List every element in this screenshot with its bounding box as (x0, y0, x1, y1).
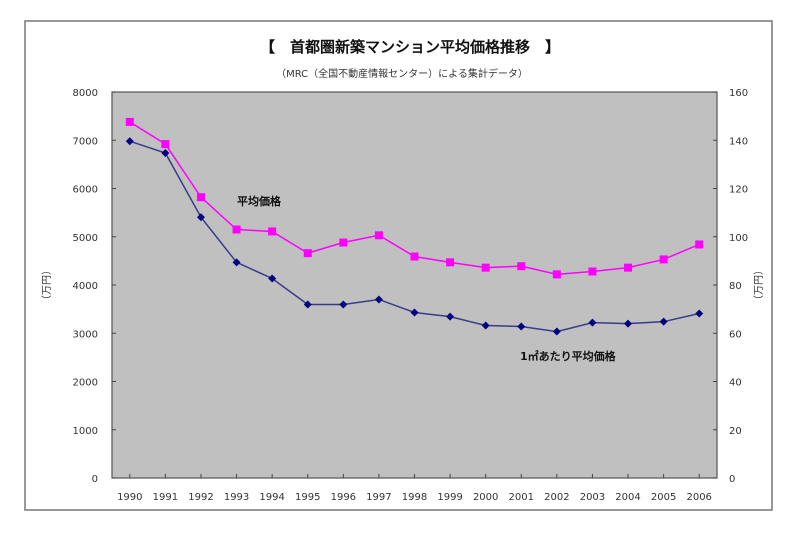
plot-area (111, 91, 718, 479)
x-tick-label: 1999 (437, 492, 462, 503)
data-point-square (339, 238, 348, 247)
data-point-diamond (303, 300, 312, 309)
x-tick-label: 2000 (473, 492, 498, 503)
x-tick-label: 2004 (615, 492, 640, 503)
data-point-diamond (268, 274, 277, 283)
data-point-square (588, 267, 597, 276)
x-tick-label: 1992 (188, 492, 213, 503)
x-tick-label: 2001 (509, 492, 534, 503)
data-point-diamond (446, 312, 455, 321)
data-point-square (517, 262, 526, 271)
data-point-square (232, 225, 241, 234)
data-point-diamond (517, 322, 526, 331)
y-right-tick-label: 20 (729, 426, 742, 437)
x-tick-label: 1991 (153, 492, 178, 503)
y-left-tick-label: 7000 (73, 136, 98, 147)
y-left-tick-label: 5000 (73, 233, 98, 244)
y-left-tick-label: 8000 (73, 88, 98, 99)
y-right-tick-label: 160 (729, 88, 748, 99)
y-left-tick-label: 4000 (73, 281, 98, 292)
x-tick-label: 1990 (117, 492, 142, 503)
data-point-diamond (695, 309, 704, 318)
x-tick-label: 1995 (295, 492, 320, 503)
data-point-square (196, 193, 205, 202)
x-tick-label: 2002 (544, 492, 569, 503)
data-point-square (268, 227, 277, 236)
data-point-diamond (339, 300, 348, 309)
x-tick-label: 1998 (402, 492, 427, 503)
x-tick-label: 2006 (686, 492, 711, 503)
data-point-square (481, 263, 490, 272)
data-point-diamond (410, 308, 419, 317)
chart-title: 【 首都圏新築マンション平均価格推移 】 (260, 38, 560, 56)
data-point-square (410, 252, 419, 261)
data-point-diamond (232, 258, 241, 267)
y-right-tick-label: 60 (729, 329, 742, 340)
chart-subtitle: （MRC（全国不動産情報センター）による集計データ） (276, 67, 528, 80)
data-point-diamond (659, 317, 668, 326)
y-right-tick-label: 40 (729, 378, 742, 389)
y-right-tick-label: 0 (729, 474, 735, 485)
x-tick-label: 2003 (580, 492, 605, 503)
y-right-tick-label: 80 (729, 281, 742, 292)
y-left-tick-label: 3000 (73, 329, 98, 340)
data-point-diamond (624, 319, 633, 328)
data-point-square (161, 140, 170, 149)
series-label-average-price: 平均価格 (237, 194, 282, 208)
series-label-per-sqm-price: 1㎡あたり平均価格 (520, 349, 617, 363)
data-point-diamond (196, 213, 205, 222)
data-point-diamond (161, 149, 170, 158)
data-point-square (374, 231, 383, 240)
data-point-diamond (552, 327, 561, 336)
data-point-diamond (374, 295, 383, 304)
y-axis-left-label: （万円） (41, 265, 53, 305)
y-axis-right-label: （万円） (753, 265, 765, 305)
data-point-diamond (481, 321, 490, 330)
y-right-tick-label: 140 (729, 136, 748, 147)
data-point-square (125, 117, 134, 126)
y-left-tick-label: 1000 (73, 426, 98, 437)
data-point-diamond (125, 137, 134, 146)
y-left-tick-label: 2000 (73, 378, 98, 389)
data-point-square (303, 249, 312, 258)
y-left-tick-label: 6000 (73, 185, 98, 196)
y-right-tick-label: 100 (729, 233, 748, 244)
data-point-square (446, 258, 455, 267)
x-tick-label: 1994 (259, 492, 284, 503)
y-left-tick-label: 0 (92, 474, 98, 485)
data-point-square (659, 255, 668, 264)
data-point-square (552, 270, 561, 279)
x-tick-label: 1996 (331, 492, 356, 503)
y-right-tick-label: 120 (729, 185, 748, 196)
data-point-square (624, 263, 633, 272)
x-tick-label: 1997 (366, 492, 391, 503)
x-tick-label: 1993 (224, 492, 249, 503)
data-point-square (695, 240, 704, 249)
data-point-diamond (588, 318, 597, 327)
x-tick-label: 2005 (651, 492, 676, 503)
